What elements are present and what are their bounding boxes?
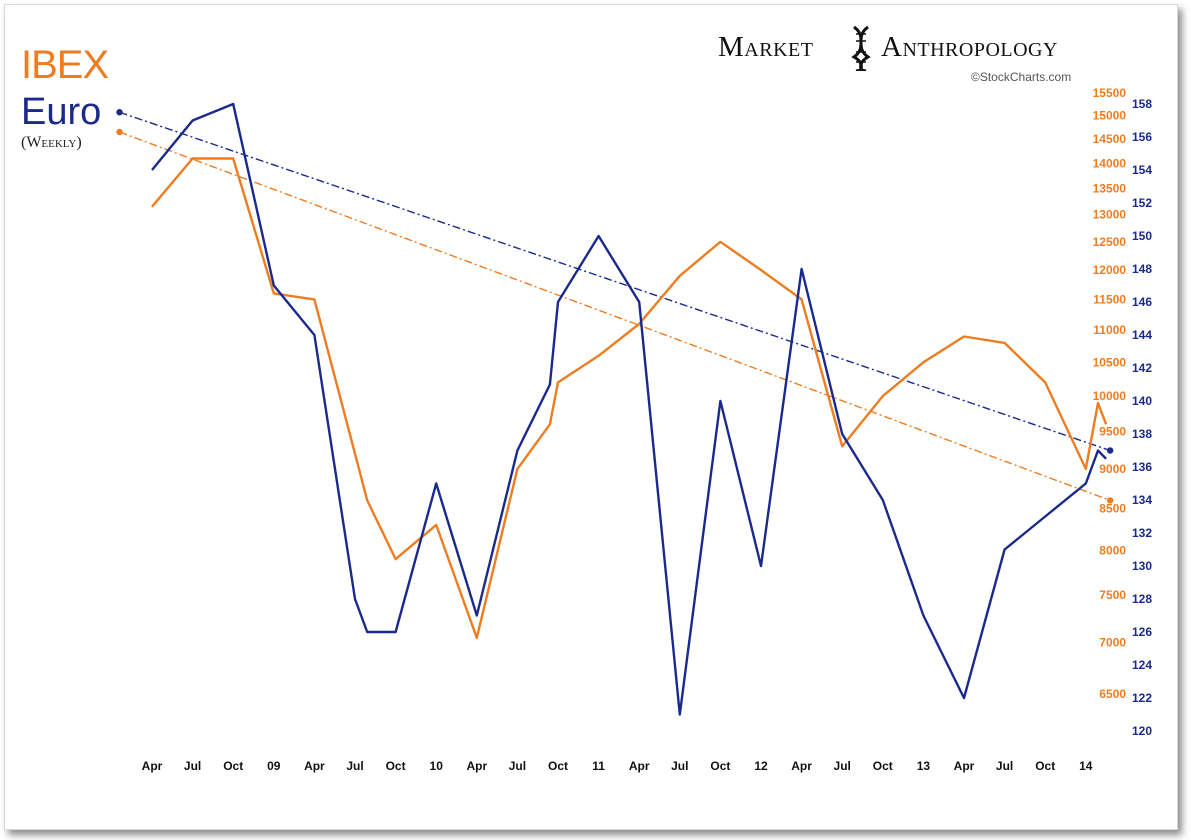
ibex-trendline-start-marker <box>116 128 123 136</box>
ibex-tick-label: 14500 <box>1093 132 1127 146</box>
ibex-tick-label: 10500 <box>1093 355 1127 369</box>
x-tick-label: Jul <box>184 759 201 773</box>
x-tick-label: Oct <box>223 759 243 773</box>
ibex-tick-label: 6500 <box>1099 687 1126 701</box>
ibex-tick-label: 15500 <box>1093 86 1127 100</box>
brand-name-right: Anthropology <box>881 31 1058 63</box>
ibex-tick-label: 8500 <box>1099 502 1126 516</box>
ibex-axis: 6500 7000 7500 8000 8500 9000 9500 10000 10500 11… <box>1093 86 1127 701</box>
ibex-tick-label: 13000 <box>1093 208 1127 222</box>
x-tick-label: Jul <box>509 759 526 773</box>
chart-frame: 6500 7000 7500 8000 8500 9000 9500 10000 10500 11… <box>4 4 1178 830</box>
dna-logo-icon <box>851 25 871 71</box>
euro-legend-label: Euro <box>21 91 102 133</box>
euro-tick-label: 146 <box>1132 295 1152 309</box>
euro-tick-label: 156 <box>1132 130 1152 144</box>
euro-tick-label: 138 <box>1132 427 1152 441</box>
x-tick-label: Oct <box>873 759 893 773</box>
euro-trendline <box>119 111 1111 452</box>
x-tick-label: Oct <box>710 759 730 773</box>
x-tick-label: Apr <box>142 759 163 773</box>
ibex-tick-label: 13500 <box>1093 182 1127 196</box>
x-tick-label: 12 <box>754 759 768 773</box>
x-tick-label: Jul <box>346 759 363 773</box>
x-tick-label: Apr <box>954 759 975 773</box>
x-tick-label: 10 <box>430 759 444 773</box>
euro-tick-label: 136 <box>1132 460 1152 474</box>
euro-axis: 120 122 124 126 128 130 132 134 136 138 140 142 144 1… <box>1132 97 1152 738</box>
ibex-tick-label: 8000 <box>1099 543 1126 557</box>
euro-tick-label: 126 <box>1132 625 1152 639</box>
source-credit: ©StockCharts.com <box>971 70 1072 84</box>
frequency-label: (Weekly) <box>21 134 82 151</box>
ibex-tick-label: 15000 <box>1093 109 1127 123</box>
euro-trendline-start-marker <box>116 109 123 116</box>
ibex-tick-label: 7500 <box>1099 588 1126 602</box>
euro-tick-label: 120 <box>1132 724 1152 738</box>
x-tick-label: Apr <box>791 759 812 773</box>
euro-tick-label: 154 <box>1132 163 1152 177</box>
trendlines <box>116 109 1114 504</box>
x-tick-label: Oct <box>548 759 568 773</box>
x-tick-label: 14 <box>1079 759 1093 773</box>
ibex-tick-label: 9500 <box>1099 425 1126 439</box>
euro-tick-label: 130 <box>1132 559 1152 573</box>
euro-tick-label: 152 <box>1132 196 1152 210</box>
euro-tick-label: 128 <box>1132 592 1152 606</box>
chart-canvas: 6500 7000 7500 8000 8500 9000 9500 10000 10500 11… <box>116 86 1152 773</box>
euro-tick-label: 134 <box>1132 493 1152 507</box>
series-lines <box>151 102 1108 716</box>
ibex-trendline-end-marker <box>1106 497 1114 504</box>
euro-tick-label: 144 <box>1132 328 1152 342</box>
euro-tick-label: 148 <box>1132 262 1152 276</box>
euro-tick-label: 150 <box>1132 229 1152 243</box>
euro-tick-label: 140 <box>1132 394 1152 408</box>
euro-tick-label: 142 <box>1132 361 1152 375</box>
ibex-tick-label: 11000 <box>1093 323 1126 337</box>
brand-name-left: Market <box>718 31 814 63</box>
x-tick-label: 13 <box>917 759 931 773</box>
x-tick-label: 09 <box>267 759 281 773</box>
euro-tick-label: 122 <box>1132 691 1152 705</box>
ibex-tick-label: 10000 <box>1093 389 1127 403</box>
ibex-tick-label: 14000 <box>1093 156 1127 170</box>
x-tick-label: Oct <box>1035 759 1055 773</box>
x-tick-label: 11 <box>592 759 605 773</box>
x-tick-label: Oct <box>386 759 406 773</box>
x-tick-label: Apr <box>304 759 325 773</box>
x-tick-label: Apr <box>629 759 650 773</box>
x-tick-label: Apr <box>466 759 487 773</box>
euro-tick-label: 158 <box>1132 97 1152 111</box>
x-tick-label: Jul <box>671 759 688 773</box>
euro-tick-label: 124 <box>1132 658 1152 672</box>
euro-series-line <box>151 102 1107 716</box>
ibex-tick-label: 12500 <box>1093 235 1127 249</box>
ibex-tick-label: 11500 <box>1093 292 1126 306</box>
ibex-series-line <box>151 157 1108 639</box>
ibex-legend-label: IBEX <box>21 43 109 87</box>
ibex-tick-label: 12000 <box>1093 263 1127 277</box>
x-tick-label: Jul <box>834 759 851 773</box>
euro-tick-label: 132 <box>1132 526 1152 540</box>
ibex-tick-label: 7000 <box>1099 636 1126 650</box>
x-tick-label: Jul <box>996 759 1013 773</box>
ibex-trendline <box>119 131 1111 502</box>
ibex-tick-label: 9000 <box>1099 462 1126 476</box>
x-axis: Apr Jul Oct 09 Apr Jul Oct 10 Apr Jul Oct 11 Apr Jul O… <box>142 759 1093 773</box>
euro-trendline-end-marker <box>1106 447 1114 454</box>
